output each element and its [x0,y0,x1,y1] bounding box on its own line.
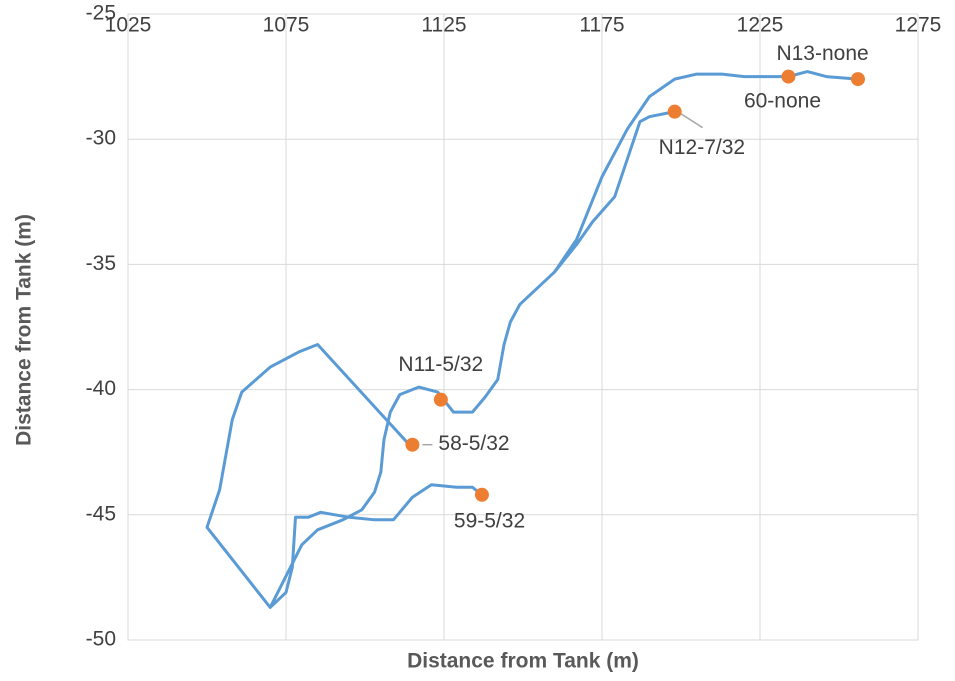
data-point [405,437,420,452]
y-tick-label: -25 [86,2,116,25]
data-line [553,70,859,273]
x-tick-label: 1175 [579,14,624,37]
leader-line [680,113,704,129]
data-label: 59-5/32 [454,509,525,532]
data-point [850,72,865,87]
x-axis-title: Distance from Tank (m) [407,650,639,673]
data-point [433,392,448,407]
x-tick-label: 1275 [895,14,942,37]
y-tick-label: -50 [86,628,116,651]
data-label: N11-5/32 [398,353,483,376]
y-tick-label: -35 [86,252,116,275]
y-tick-label: -30 [86,127,116,150]
data-point [781,69,796,84]
data-point [474,487,489,502]
x-tick-label: 1125 [421,14,466,37]
y-tick-label: -40 [86,377,116,400]
x-tick-label: 1025 [105,14,152,37]
x-tick-label: 1075 [263,14,310,37]
y-axis-title: Distance from Tank (m) [13,214,36,446]
data-label: 60-none [744,90,821,113]
data-label: 58-5/32 [438,432,509,455]
data-label: N13-none [776,42,868,65]
data-line [269,483,483,609]
data-point [667,104,682,119]
data-label: N12-7/32 [659,136,745,159]
y-tick-label: -45 [86,502,116,525]
x-tick-label: 1225 [737,14,784,37]
